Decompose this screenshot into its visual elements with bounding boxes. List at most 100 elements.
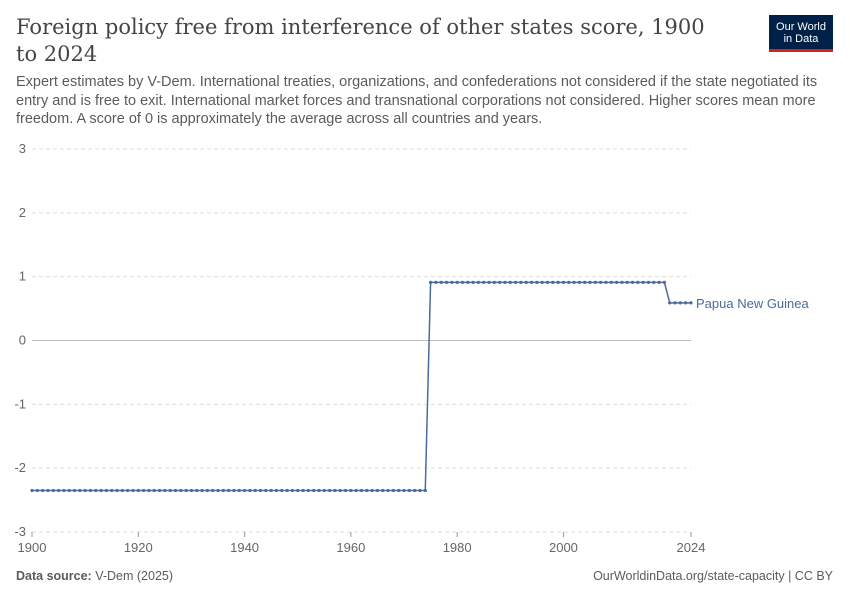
data-point[interactable] xyxy=(630,280,635,285)
data-point[interactable] xyxy=(370,488,374,493)
data-point[interactable] xyxy=(269,488,273,493)
data-point[interactable] xyxy=(211,488,215,493)
data-point[interactable] xyxy=(349,488,353,493)
data-point[interactable] xyxy=(195,488,199,493)
data-point[interactable] xyxy=(78,488,82,493)
data-point[interactable] xyxy=(126,488,130,493)
data-point[interactable] xyxy=(157,488,162,493)
data-point[interactable] xyxy=(221,488,225,493)
data-point[interactable] xyxy=(333,488,337,493)
data-point[interactable] xyxy=(328,488,332,493)
data-point[interactable] xyxy=(402,488,406,493)
series-line[interactable] xyxy=(32,281,691,492)
data-point[interactable] xyxy=(545,280,550,285)
data-point[interactable] xyxy=(423,488,427,493)
data-point[interactable] xyxy=(104,488,108,493)
data-point[interactable] xyxy=(508,280,512,285)
data-point[interactable] xyxy=(317,488,321,493)
data-point[interactable] xyxy=(322,488,326,493)
data-point[interactable] xyxy=(205,488,209,493)
data-point[interactable] xyxy=(94,488,98,493)
data-point[interactable] xyxy=(572,280,576,285)
data-point[interactable] xyxy=(274,488,279,493)
data-point[interactable] xyxy=(88,488,93,493)
data-point[interactable] xyxy=(583,280,587,285)
data-point[interactable] xyxy=(577,280,582,285)
data-point[interactable] xyxy=(301,488,305,493)
data-point[interactable] xyxy=(455,280,459,285)
data-point[interactable] xyxy=(179,488,183,493)
data-point[interactable] xyxy=(62,488,66,493)
data-point[interactable] xyxy=(131,488,135,493)
data-point[interactable] xyxy=(599,280,603,285)
data-point[interactable] xyxy=(471,280,475,285)
data-point[interactable] xyxy=(668,301,672,305)
data-point[interactable] xyxy=(434,280,438,285)
data-point[interactable] xyxy=(30,488,34,493)
data-point[interactable] xyxy=(673,301,677,305)
data-point[interactable] xyxy=(646,280,651,285)
data-point[interactable] xyxy=(524,280,528,285)
data-point[interactable] xyxy=(280,488,284,493)
data-point[interactable] xyxy=(296,488,300,493)
data-point[interactable] xyxy=(227,488,231,493)
credit-link[interactable]: OurWorldinData.org/state-capacity | CC B… xyxy=(593,569,833,583)
data-point[interactable] xyxy=(636,280,640,285)
data-point[interactable] xyxy=(540,280,544,285)
data-point[interactable] xyxy=(83,488,87,493)
data-point[interactable] xyxy=(110,488,114,493)
data-point[interactable] xyxy=(460,280,465,285)
data-point[interactable] xyxy=(662,280,667,285)
data-point[interactable] xyxy=(306,488,310,493)
data-point[interactable] xyxy=(652,280,656,285)
data-point[interactable] xyxy=(428,280,433,285)
data-point[interactable] xyxy=(56,488,61,493)
series-label[interactable]: Papua New Guinea xyxy=(696,296,810,311)
data-point[interactable] xyxy=(365,488,369,493)
data-point[interactable] xyxy=(641,280,645,285)
data-point[interactable] xyxy=(498,280,502,285)
data-point[interactable] xyxy=(503,280,507,285)
data-point[interactable] xyxy=(551,280,555,285)
data-point[interactable] xyxy=(620,280,624,285)
data-point[interactable] xyxy=(152,488,156,493)
data-point[interactable] xyxy=(535,280,539,285)
data-point[interactable] xyxy=(343,488,348,493)
data-point[interactable] xyxy=(567,280,571,285)
data-point[interactable] xyxy=(397,488,401,493)
data-point[interactable] xyxy=(519,280,523,285)
data-point[interactable] xyxy=(604,280,608,285)
data-point[interactable] xyxy=(657,280,661,285)
data-point[interactable] xyxy=(386,488,390,493)
data-point[interactable] xyxy=(487,280,491,285)
data-point[interactable] xyxy=(147,488,151,493)
data-point[interactable] xyxy=(529,280,534,285)
data-point[interactable] xyxy=(312,488,316,493)
data-point[interactable] xyxy=(173,488,178,493)
data-point[interactable] xyxy=(381,488,385,493)
data-point[interactable] xyxy=(678,301,682,305)
data-point[interactable] xyxy=(684,301,688,305)
data-point[interactable] xyxy=(466,280,470,285)
data-point[interactable] xyxy=(418,488,422,493)
data-point[interactable] xyxy=(136,488,140,493)
data-point[interactable] xyxy=(120,488,124,493)
data-point[interactable] xyxy=(168,488,172,493)
data-point[interactable] xyxy=(391,488,395,493)
data-point[interactable] xyxy=(232,488,236,493)
data-point[interactable] xyxy=(359,488,364,493)
data-point[interactable] xyxy=(264,488,268,493)
data-point[interactable] xyxy=(242,488,247,493)
data-point[interactable] xyxy=(450,280,454,285)
data-point[interactable] xyxy=(444,280,449,285)
data-point[interactable] xyxy=(67,488,71,493)
data-point[interactable] xyxy=(237,488,241,493)
data-point[interactable] xyxy=(216,488,220,493)
owid-logo[interactable]: Our World in Data xyxy=(769,15,833,52)
data-point[interactable] xyxy=(51,488,55,493)
data-point[interactable] xyxy=(41,488,45,493)
data-point[interactable] xyxy=(556,280,560,285)
data-point[interactable] xyxy=(514,280,518,285)
data-point[interactable] xyxy=(35,488,39,493)
data-point[interactable] xyxy=(354,488,358,493)
